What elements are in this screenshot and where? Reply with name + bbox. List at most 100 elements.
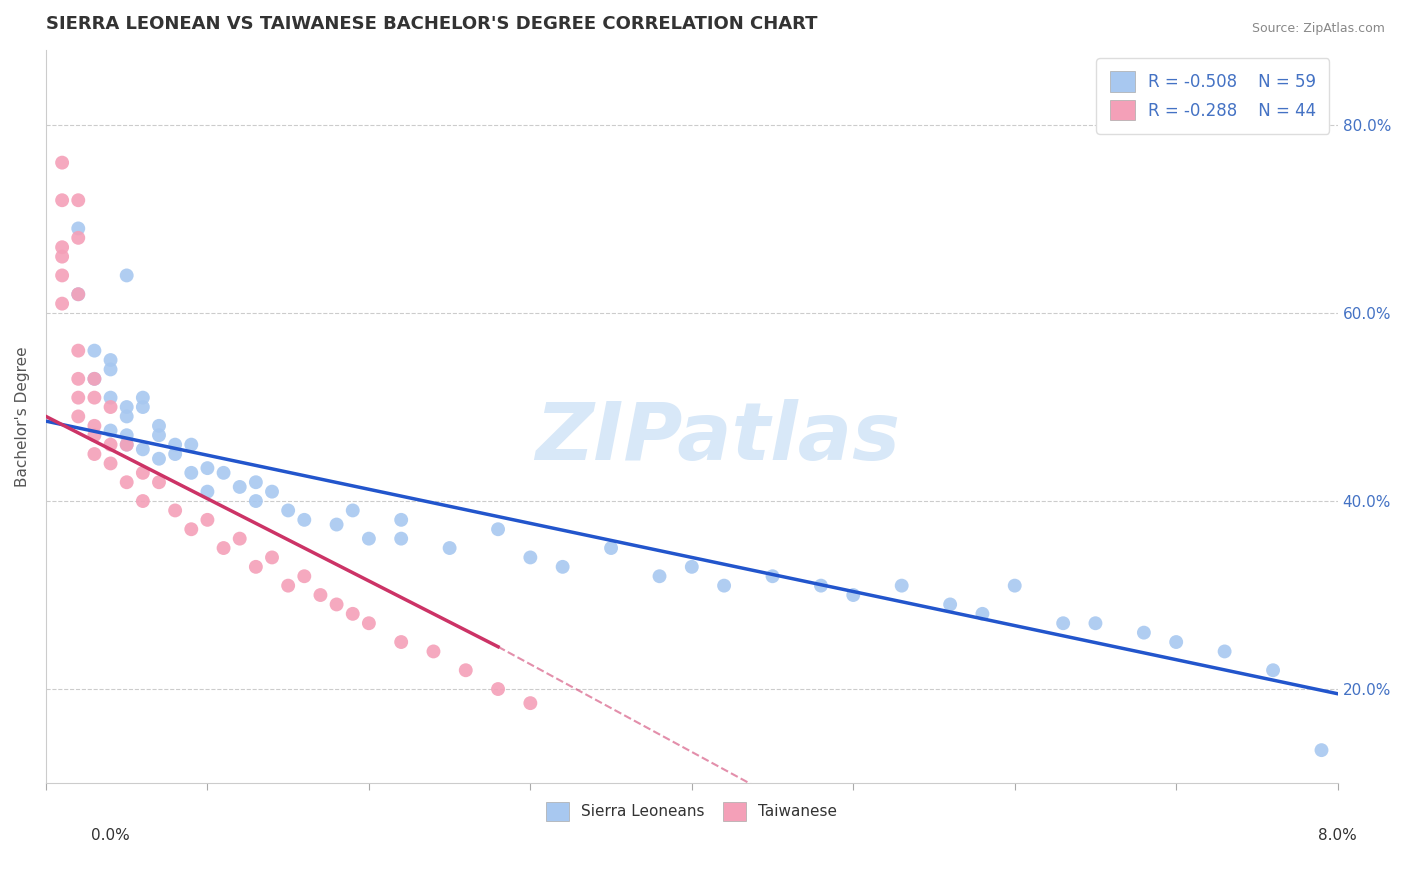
- Point: [180, 466, 202, 480]
- Point: [325, 517, 347, 532]
- Point: [939, 598, 962, 612]
- Point: [486, 522, 509, 536]
- Text: Source: ZipAtlas.com: Source: ZipAtlas.com: [1251, 22, 1385, 36]
- Point: [1261, 663, 1284, 677]
- Point: [67, 287, 90, 301]
- Point: [67, 343, 90, 358]
- Y-axis label: Bachelor's Degree: Bachelor's Degree: [15, 346, 30, 487]
- Point: [51, 268, 73, 283]
- Point: [761, 569, 783, 583]
- Point: [83, 418, 105, 433]
- Point: [83, 447, 105, 461]
- Point: [277, 579, 299, 593]
- Point: [165, 503, 187, 517]
- Point: [100, 362, 122, 376]
- Point: [165, 437, 187, 451]
- Point: [83, 372, 105, 386]
- Point: [148, 451, 170, 466]
- Legend: Sierra Leoneans, Taiwanese: Sierra Leoneans, Taiwanese: [540, 796, 844, 827]
- Point: [197, 461, 219, 475]
- Point: [83, 343, 105, 358]
- Point: [148, 418, 170, 433]
- Point: [422, 644, 444, 658]
- Point: [165, 447, 187, 461]
- Point: [1166, 635, 1188, 649]
- Point: [51, 240, 73, 254]
- Point: [228, 532, 250, 546]
- Point: [83, 428, 105, 442]
- Point: [277, 503, 299, 517]
- Point: [132, 466, 155, 480]
- Point: [100, 400, 122, 414]
- Point: [132, 442, 155, 457]
- Point: [681, 559, 703, 574]
- Point: [115, 437, 138, 451]
- Point: [1133, 625, 1156, 640]
- Point: [132, 400, 155, 414]
- Point: [180, 522, 202, 536]
- Point: [100, 391, 122, 405]
- Point: [325, 598, 347, 612]
- Point: [1310, 743, 1333, 757]
- Point: [292, 513, 315, 527]
- Point: [100, 437, 122, 451]
- Point: [67, 231, 90, 245]
- Point: [212, 466, 235, 480]
- Point: [115, 428, 138, 442]
- Point: [713, 579, 735, 593]
- Point: [148, 428, 170, 442]
- Point: [842, 588, 865, 602]
- Point: [260, 484, 283, 499]
- Point: [551, 559, 574, 574]
- Point: [83, 391, 105, 405]
- Point: [486, 681, 509, 696]
- Point: [600, 541, 623, 555]
- Point: [245, 494, 267, 508]
- Point: [972, 607, 994, 621]
- Point: [51, 296, 73, 310]
- Point: [100, 424, 122, 438]
- Point: [51, 250, 73, 264]
- Point: [228, 480, 250, 494]
- Point: [100, 457, 122, 471]
- Point: [148, 475, 170, 490]
- Point: [67, 221, 90, 235]
- Text: 8.0%: 8.0%: [1317, 828, 1357, 843]
- Point: [132, 494, 155, 508]
- Point: [245, 475, 267, 490]
- Point: [83, 372, 105, 386]
- Point: [245, 559, 267, 574]
- Point: [197, 513, 219, 527]
- Point: [132, 391, 155, 405]
- Point: [890, 579, 912, 593]
- Point: [1004, 579, 1026, 593]
- Point: [389, 513, 412, 527]
- Text: SIERRA LEONEAN VS TAIWANESE BACHELOR'S DEGREE CORRELATION CHART: SIERRA LEONEAN VS TAIWANESE BACHELOR'S D…: [46, 15, 817, 33]
- Point: [454, 663, 477, 677]
- Point: [342, 503, 364, 517]
- Point: [1052, 616, 1074, 631]
- Point: [115, 475, 138, 490]
- Point: [212, 541, 235, 555]
- Point: [180, 437, 202, 451]
- Point: [519, 696, 541, 710]
- Point: [810, 579, 832, 593]
- Point: [115, 400, 138, 414]
- Point: [115, 437, 138, 451]
- Point: [67, 391, 90, 405]
- Point: [115, 409, 138, 424]
- Point: [67, 372, 90, 386]
- Point: [260, 550, 283, 565]
- Point: [67, 409, 90, 424]
- Point: [115, 268, 138, 283]
- Point: [1213, 644, 1236, 658]
- Point: [1084, 616, 1107, 631]
- Point: [439, 541, 461, 555]
- Text: ZIPatlas: ZIPatlas: [536, 400, 900, 477]
- Point: [357, 532, 380, 546]
- Point: [357, 616, 380, 631]
- Point: [51, 155, 73, 169]
- Point: [389, 532, 412, 546]
- Point: [519, 550, 541, 565]
- Point: [67, 193, 90, 207]
